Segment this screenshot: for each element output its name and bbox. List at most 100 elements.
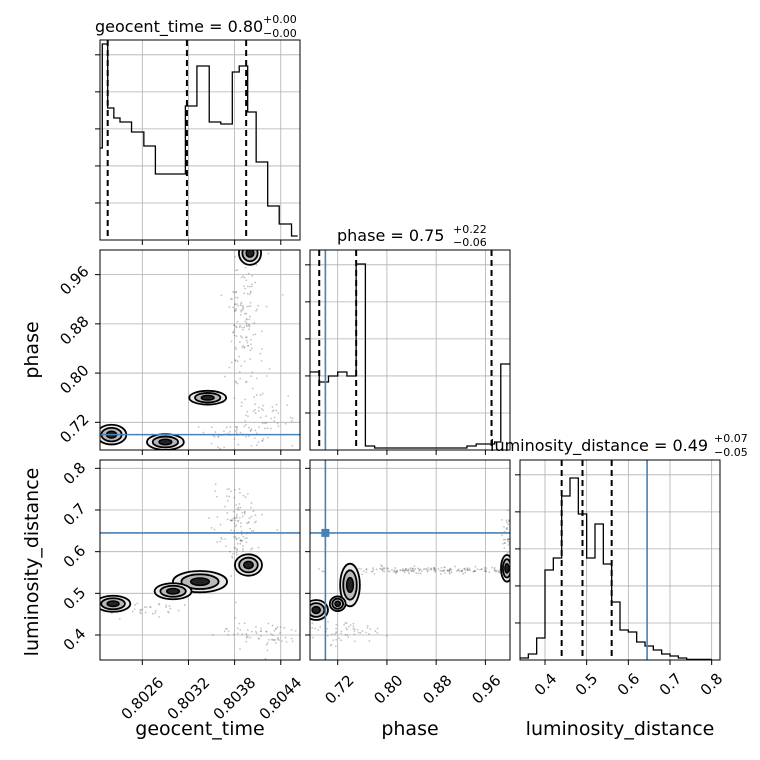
scatter-point (458, 570, 461, 573)
scatter-point (495, 570, 497, 573)
scatter-point (485, 570, 487, 572)
scatter-point (395, 570, 398, 573)
scatter-point (243, 622, 246, 625)
scatter-point (243, 345, 246, 348)
scatter-point (360, 568, 363, 570)
scatter-point (272, 634, 274, 637)
scatter-point (464, 569, 467, 571)
scatter-point (498, 571, 501, 574)
scatter-point (232, 510, 235, 513)
scatter-point (381, 568, 384, 571)
scatter-point (280, 640, 283, 643)
scatter-point (165, 606, 167, 608)
scatter-point (246, 292, 249, 295)
scatter-point (223, 469, 225, 471)
scatter-point (480, 568, 483, 571)
scatter-point (426, 569, 429, 572)
scatter-point (245, 636, 248, 639)
scatter-point (235, 551, 238, 554)
scatter-point (311, 638, 313, 640)
scatter-point (251, 371, 254, 374)
scatter-point (240, 530, 243, 533)
scatter-point (388, 570, 391, 573)
scatter-point (216, 516, 219, 519)
scatter-point (327, 621, 329, 623)
scatter-point (235, 428, 238, 431)
scatter-point (244, 266, 247, 269)
scatter-point (274, 627, 277, 630)
scatter-point (238, 503, 241, 505)
scatter-point (260, 634, 262, 637)
scatter-point (534, 569, 536, 571)
scatter-point (243, 511, 246, 514)
scatter-point (223, 630, 226, 633)
scatter-point (241, 511, 244, 514)
scatter-point (226, 499, 229, 502)
scatter-point (262, 409, 265, 412)
scatter-point (361, 630, 364, 632)
scatter-point (353, 640, 356, 643)
scatter-point (236, 320, 239, 323)
scatter-point (241, 515, 244, 518)
scatter-point (158, 602, 160, 605)
scatter-point (254, 403, 257, 406)
scatter-point (415, 572, 418, 574)
xtick-label: 0.4 (531, 670, 561, 700)
histogram-step (100, 43, 298, 237)
scatter-point (255, 263, 258, 266)
scatter-point (154, 612, 157, 614)
scatter-point (239, 628, 242, 631)
scatter-point (233, 235, 235, 237)
scatter-point (250, 444, 253, 447)
scatter-point (240, 401, 243, 404)
scatter-point (226, 512, 229, 514)
scatter-point (263, 422, 266, 425)
scatter-point (335, 631, 338, 633)
scatter-point (233, 329, 236, 332)
scatter-point (386, 567, 389, 570)
scatter-point (245, 423, 247, 426)
scatter-point (318, 568, 320, 570)
scatter-point (283, 626, 286, 629)
scatter-point (244, 312, 246, 315)
scatter-point (442, 569, 445, 572)
scatter-point (141, 608, 144, 611)
scatter-point (290, 637, 293, 640)
scatter-point (261, 440, 264, 442)
scatter-point (240, 309, 243, 311)
scatter-point (294, 629, 297, 632)
scatter-point (461, 570, 463, 573)
scatter-point (273, 416, 276, 419)
scatter-point (403, 571, 406, 574)
scatter-point (443, 566, 446, 569)
scatter-point (228, 495, 231, 498)
scatter-point (365, 631, 367, 634)
truth-lines (100, 250, 648, 660)
scatter-point (231, 555, 233, 558)
scatter-point (217, 435, 220, 438)
scatter-point (442, 569, 445, 572)
scatter-point (233, 536, 235, 538)
scatter-point (250, 343, 252, 346)
scatter-point (466, 568, 469, 571)
scatter-point (236, 632, 239, 635)
scatter-point (419, 572, 422, 575)
scatter-point (255, 520, 257, 523)
scatter-point (503, 525, 505, 528)
scatter-point (236, 542, 239, 545)
scatter-point (234, 547, 237, 549)
scatter-point (250, 285, 253, 288)
scatter-point (270, 427, 272, 430)
scatter-point (262, 437, 265, 440)
scatter-point (222, 185, 224, 187)
contour-level-inner (158, 438, 173, 446)
scatter-point (275, 642, 277, 644)
scatter-point (239, 522, 242, 524)
scatter-point (266, 649, 269, 652)
scatter-point (381, 565, 383, 568)
scatter-point (253, 396, 256, 399)
scatter-point (437, 567, 440, 570)
scatter-point (273, 420, 276, 422)
scatter-point (444, 572, 446, 574)
scatter-point (140, 612, 142, 615)
